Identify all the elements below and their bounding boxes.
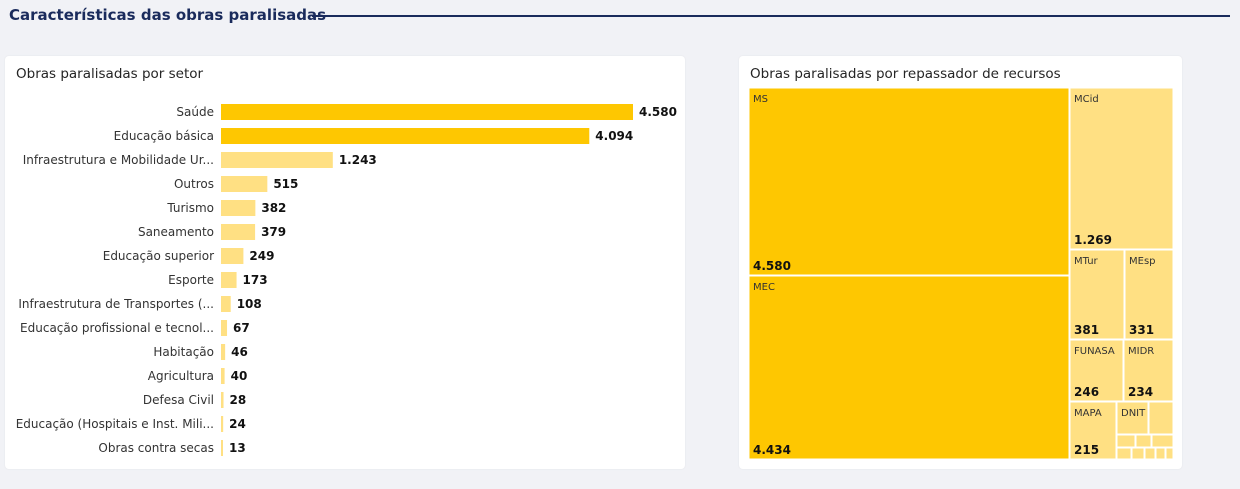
bar-value-label: 1.243 [339, 153, 377, 167]
bar-2[interactable] [221, 152, 333, 168]
treemap-tile-name: MS [753, 94, 768, 105]
bar-category-label: Outros [174, 177, 214, 191]
section-divider [312, 15, 1230, 17]
bar-12[interactable] [221, 392, 224, 408]
treemap-tile-value: 4.434 [753, 443, 791, 457]
bar-10[interactable] [221, 344, 226, 360]
bar-value-label: 67 [233, 321, 250, 335]
bar-5[interactable] [221, 224, 256, 240]
chart-card-repassador: Obras paralisadas por repassador de recu… [739, 56, 1182, 469]
bar-category-label: Saúde [176, 105, 214, 119]
treemap-tile-dnit[interactable] [1116, 401, 1149, 435]
bar-category-label: Educação profissional e tecnol... [20, 321, 214, 335]
bar-category-label: Saneamento [138, 225, 214, 239]
bar-chart-setor: Saúde 4.580 Educação básica 4.094 Infraestru… [16, 104, 677, 456]
treemap-tile-mesp[interactable] [1124, 249, 1174, 340]
bar-value-label: 4.580 [639, 105, 677, 119]
treemap-tile-name: DNIT [1121, 408, 1146, 419]
bar-category-label: Educação superior [103, 249, 214, 263]
bar-value-label: 40 [231, 369, 248, 383]
bar-category-label: Educação (Hospitais e Inst. Mili... [16, 417, 214, 431]
chart-title-setor: Obras paralisadas por setor [16, 66, 204, 82]
treemap-tile-name: MAPA [1074, 408, 1102, 419]
treemap-repassador: MS 4.580 MEC 4.434 MCid 1.269 MTur 381 MEsp 331 FU… [748, 87, 1174, 460]
bar-8[interactable] [221, 296, 231, 312]
treemap-tile-small[interactable] [1148, 401, 1174, 435]
bar-category-label: Esporte [168, 273, 214, 287]
treemap-tile-small[interactable] [1155, 447, 1166, 460]
treemap-tile-small[interactable] [1144, 447, 1156, 460]
treemap-tile-mapa[interactable] [1069, 401, 1117, 460]
treemap-tile-name: MCid [1074, 94, 1099, 105]
bar-1[interactable] [221, 128, 590, 144]
bar-value-label: 4.094 [595, 129, 633, 143]
section-title: Características das obras paralisadas [9, 6, 327, 24]
bar-category-label: Defesa Civil [143, 393, 214, 407]
treemap-tile-small[interactable] [1165, 447, 1174, 460]
bar-7[interactable] [221, 272, 237, 288]
treemap-tile-small[interactable] [1151, 434, 1174, 448]
bar-category-label: Infraestrutura de Transportes (... [18, 297, 214, 311]
bar-3[interactable] [221, 176, 268, 192]
bar-value-label: 249 [249, 249, 274, 263]
treemap-tile-mtur[interactable] [1069, 249, 1125, 340]
treemap-tile-midr[interactable] [1123, 339, 1174, 402]
treemap-tile-small[interactable] [1116, 434, 1136, 448]
treemap-tile-value: 381 [1074, 323, 1099, 337]
bar-value-label: 28 [230, 393, 247, 407]
treemap-tile-name: MIDR [1128, 346, 1154, 357]
bar-9[interactable] [221, 320, 228, 336]
bar-category-label: Habitação [153, 345, 214, 359]
treemap-tile-value: 234 [1128, 385, 1153, 399]
treemap-tile-name: FUNASA [1074, 346, 1115, 357]
bar-14[interactable] [221, 440, 223, 456]
treemap-tile-mcid[interactable] [1069, 87, 1174, 250]
bar-0[interactable] [221, 104, 633, 120]
treemap-tile-small[interactable] [1135, 434, 1152, 448]
chart-card-setor: Obras paralisadas por setor Saúde 4.580 Ed… [5, 56, 685, 469]
bar-value-label: 515 [273, 177, 298, 191]
bar-category-label: Agricultura [148, 369, 214, 383]
treemap-tile-value: 215 [1074, 443, 1099, 457]
treemap-tile-small[interactable] [1131, 447, 1145, 460]
bar-13[interactable] [221, 416, 224, 432]
bar-value-label: 108 [237, 297, 262, 311]
bar-11[interactable] [221, 368, 225, 384]
bar-value-label: 382 [261, 201, 286, 215]
treemap-tile-value: 246 [1074, 385, 1099, 399]
treemap-tile-funasa[interactable] [1069, 339, 1124, 402]
bar-category-label: Infraestrutura e Mobilidade Ur... [23, 153, 214, 167]
treemap-tile-value: 4.580 [753, 259, 791, 273]
treemap-tile-ms[interactable] [748, 87, 1070, 276]
bar-value-label: 173 [243, 273, 268, 287]
treemap-tile-value: 1.269 [1074, 233, 1112, 247]
treemap-tile-small[interactable] [1116, 447, 1132, 460]
bar-6[interactable] [221, 248, 244, 264]
bar-category-label: Obras contra secas [98, 441, 214, 455]
treemap-tile-mec[interactable] [748, 275, 1070, 460]
treemap-tile-name: MTur [1074, 256, 1099, 267]
bar-value-label: 379 [261, 225, 286, 239]
bar-category-label: Turismo [166, 201, 214, 215]
chart-title-repassador: Obras paralisadas por repassador de recu… [750, 66, 1061, 82]
bar-4[interactable] [221, 200, 256, 216]
bar-value-label: 46 [231, 345, 248, 359]
section-header: Características das obras paralisadas [0, 0, 1240, 34]
treemap-tile-name: MEsp [1129, 256, 1156, 267]
bar-category-label: Educação básica [114, 129, 214, 143]
treemap-tile-name: MEC [753, 282, 775, 293]
bar-value-label: 24 [229, 417, 246, 431]
treemap-tile-value: 331 [1129, 323, 1154, 337]
bar-value-label: 13 [229, 441, 246, 455]
